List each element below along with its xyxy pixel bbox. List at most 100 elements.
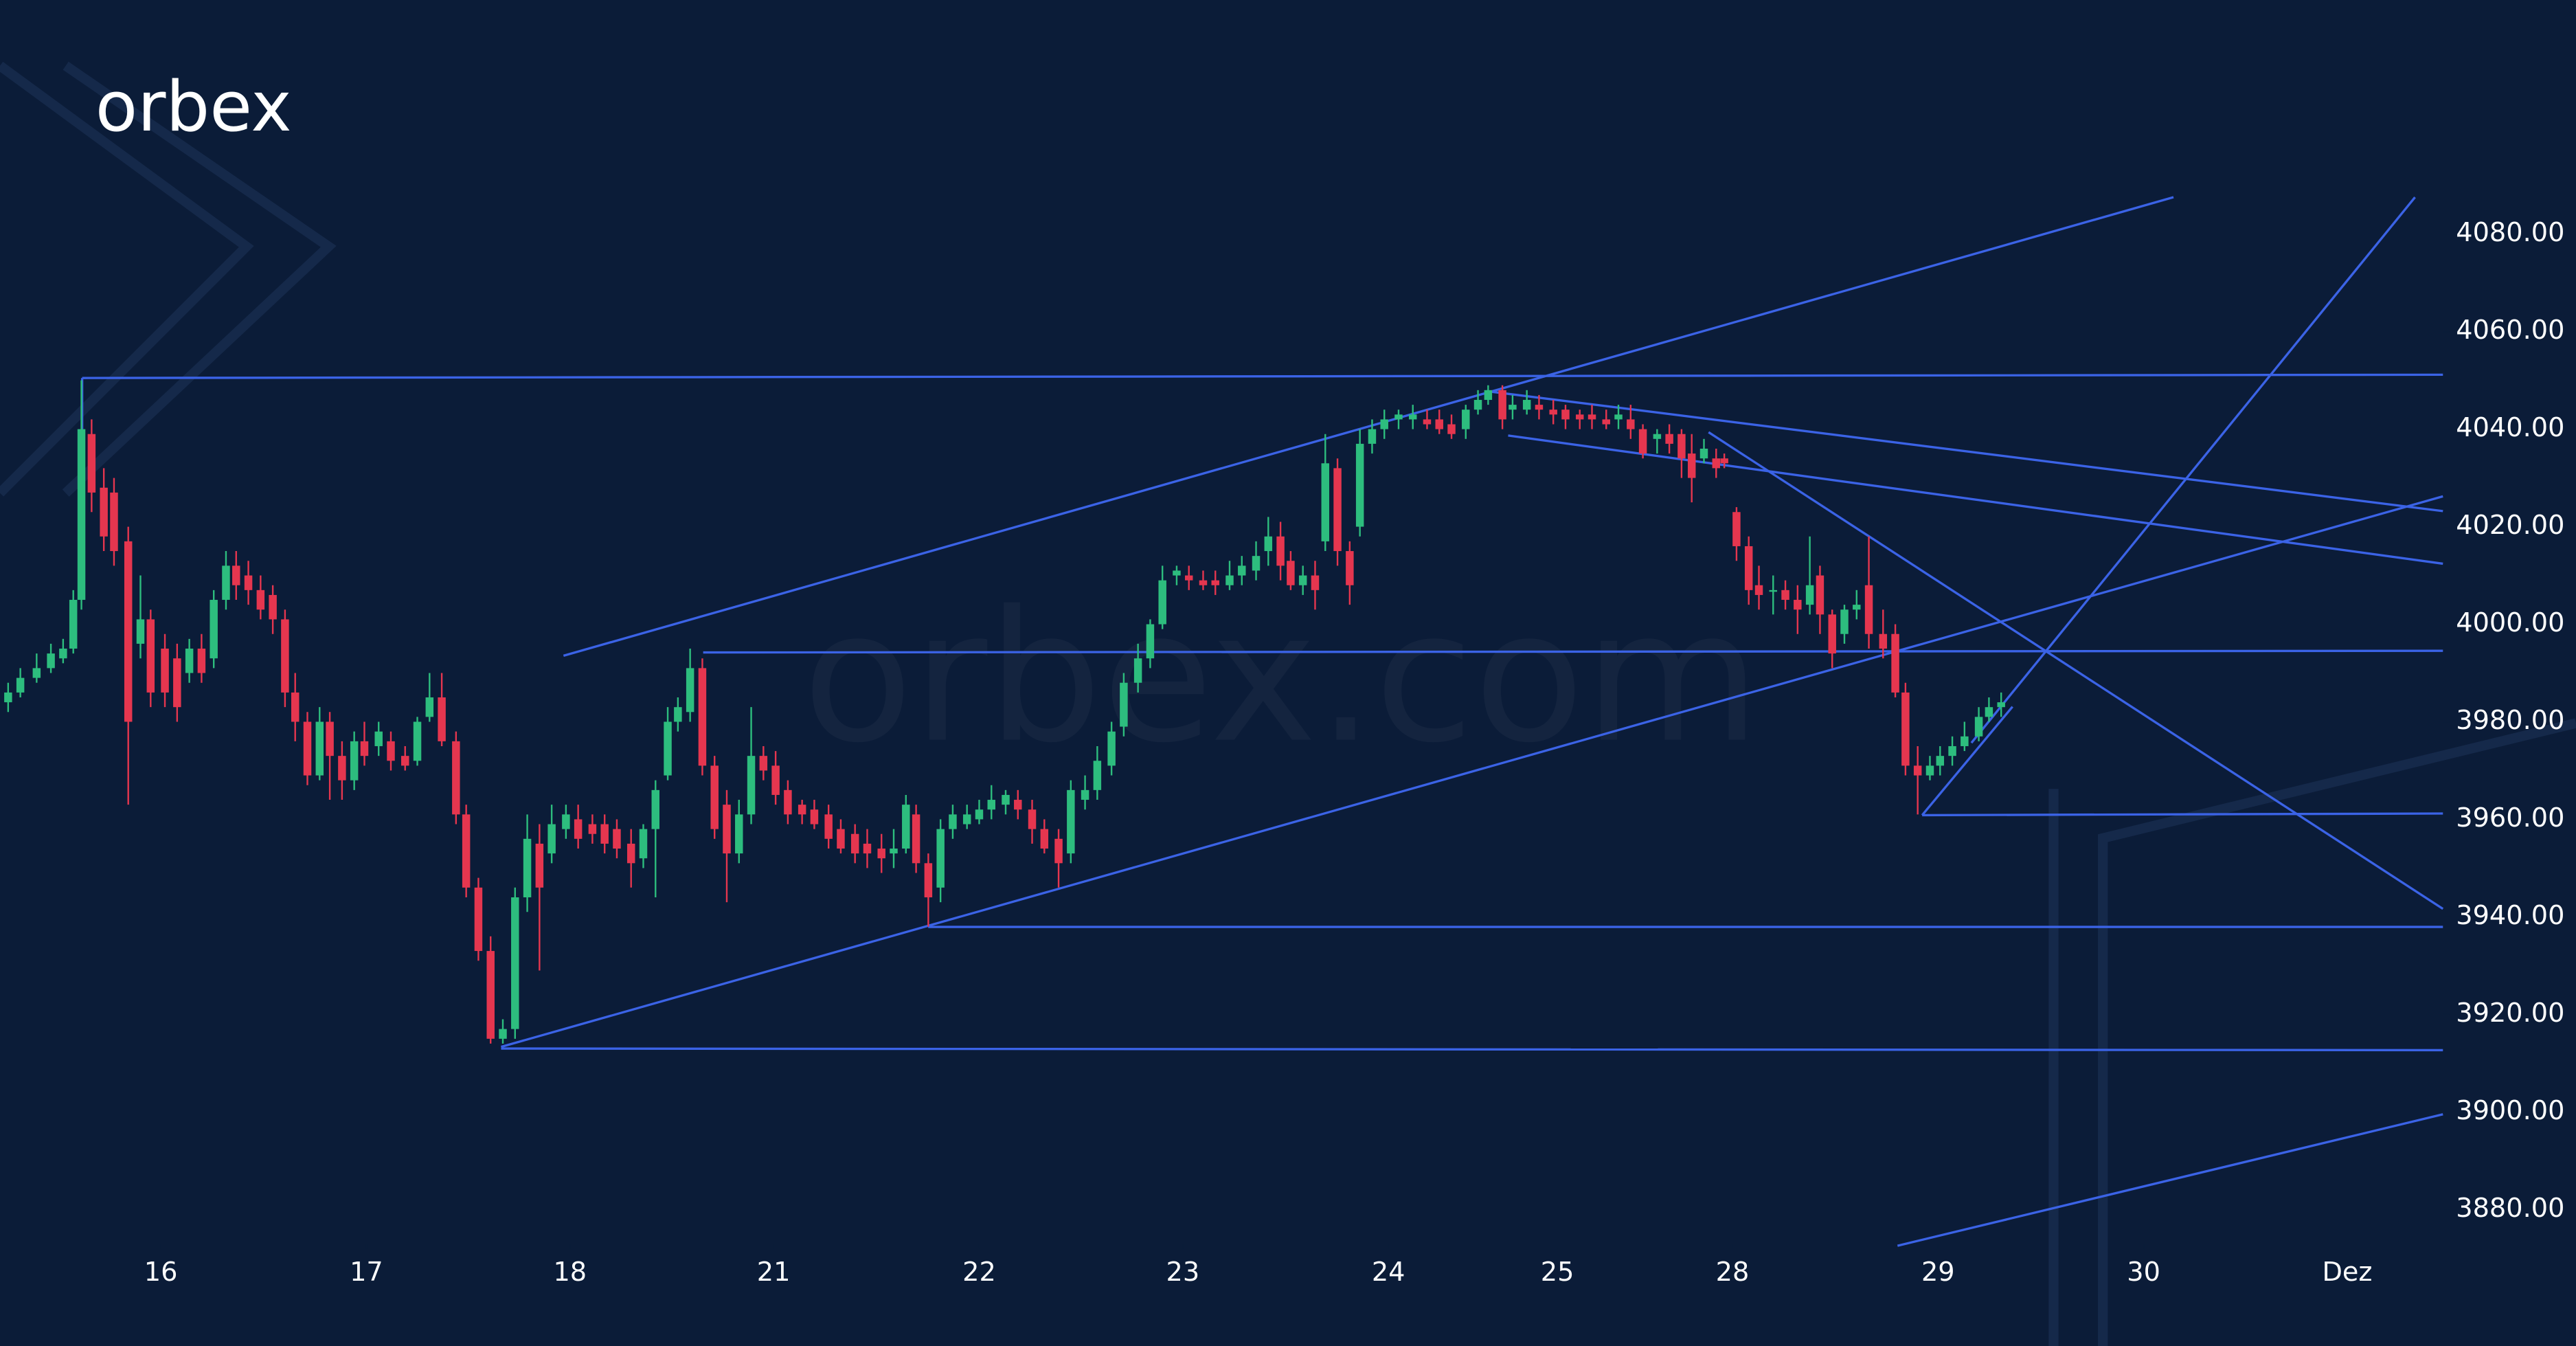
candle-body [462, 814, 471, 888]
candle-body [1891, 633, 1899, 693]
candle-body [759, 756, 768, 771]
candle-body [438, 697, 446, 741]
candle-body [87, 434, 96, 493]
candle-body [1948, 745, 1956, 756]
x-tick-label: 22 [962, 1257, 996, 1288]
candle-body [1321, 463, 1330, 541]
trend-line [1508, 434, 2443, 565]
candle-body [912, 814, 920, 864]
x-tick-label: 17 [350, 1257, 383, 1288]
trend-line [563, 196, 2174, 657]
trend-line [703, 649, 2443, 654]
candle-body [877, 849, 885, 859]
trend-line [1897, 1113, 2443, 1247]
y-tick-label: 3880.00 [2456, 1193, 2564, 1224]
trend-line [500, 495, 2443, 1048]
candle-body [281, 619, 289, 693]
candle-body [698, 668, 707, 766]
trend-line [1487, 390, 2443, 513]
candle-body [924, 863, 933, 897]
candle-body [1901, 692, 1910, 766]
candle-body [222, 565, 230, 601]
candle-body [100, 487, 108, 537]
candle-body [1781, 590, 1789, 601]
candle-body [1744, 546, 1753, 590]
candle-body [1913, 765, 1922, 776]
candle-body [902, 805, 910, 849]
candle-body [574, 819, 583, 839]
x-tick-label: 25 [1541, 1257, 1574, 1288]
candle-body [1252, 556, 1261, 571]
candle-body [1805, 585, 1814, 605]
candle-body [1002, 794, 1010, 805]
candle-body [474, 887, 483, 952]
candle-body [232, 565, 240, 585]
candle-body [1498, 390, 1506, 420]
candle-body [651, 789, 660, 829]
candle-body [32, 668, 41, 678]
candle-body [1287, 561, 1295, 585]
candle-body [798, 805, 806, 815]
watermark: orbex.com [802, 573, 1760, 783]
trend-lines [80, 196, 2444, 1247]
trend-line [1922, 812, 2443, 817]
candle-body [1997, 702, 2005, 708]
candle-body [1840, 609, 1849, 634]
candle-body [1754, 585, 1763, 595]
candle-body [1828, 614, 1836, 654]
candle-body [1146, 624, 1155, 659]
candle-body [1627, 419, 1635, 429]
candle-body [1484, 390, 1493, 401]
candle-body [1614, 414, 1623, 420]
y-tick-label: 4000.00 [2456, 607, 2564, 638]
candle-body [1473, 400, 1482, 410]
candle-body [1120, 682, 1128, 727]
candle-body [1936, 756, 1945, 766]
candle-body [338, 756, 346, 781]
candle-body [1561, 410, 1570, 420]
candle-body [1346, 551, 1354, 585]
trend-line [82, 373, 2443, 379]
y-tick-label: 4020.00 [2456, 510, 2564, 541]
candle-body [600, 824, 609, 844]
candle-body [350, 741, 359, 781]
candle-body [4, 692, 12, 703]
candle-body [824, 814, 833, 839]
candle-body [256, 590, 265, 610]
candle-body [1184, 575, 1193, 581]
candle-body [197, 649, 206, 673]
candle-body [1732, 512, 1741, 546]
x-tick-label: 30 [2127, 1257, 2160, 1288]
y-tick-label: 3920.00 [2456, 998, 2564, 1029]
candle-body [1333, 468, 1342, 552]
candle-body [1423, 419, 1432, 425]
candle-body [499, 1029, 507, 1039]
candle-body [613, 829, 621, 849]
candle-body [1535, 405, 1544, 410]
trend-line [501, 1047, 2443, 1052]
candle-body [1408, 414, 1417, 420]
candle-body [124, 541, 133, 722]
candle-body [401, 756, 409, 766]
candle-body [1264, 536, 1273, 552]
x-tick-label: 18 [553, 1257, 587, 1288]
candle-body [1040, 829, 1049, 849]
candle-body [269, 594, 277, 620]
candle-body [639, 829, 648, 859]
candle-body [674, 707, 682, 722]
candle-body [863, 843, 872, 854]
candle-body [425, 697, 434, 717]
candle-body [1602, 419, 1610, 425]
candle-body [1653, 434, 1662, 439]
candle-body [69, 600, 78, 649]
candle-body [1462, 410, 1470, 429]
y-tick-label: 4040.00 [2456, 412, 2564, 443]
candle-body [723, 805, 731, 854]
candle-body [511, 897, 519, 1029]
candle-body [1522, 400, 1531, 410]
candle-body [1028, 809, 1037, 829]
candle-body [1133, 658, 1142, 683]
candle-body [1575, 414, 1584, 420]
candle-body [784, 789, 792, 815]
